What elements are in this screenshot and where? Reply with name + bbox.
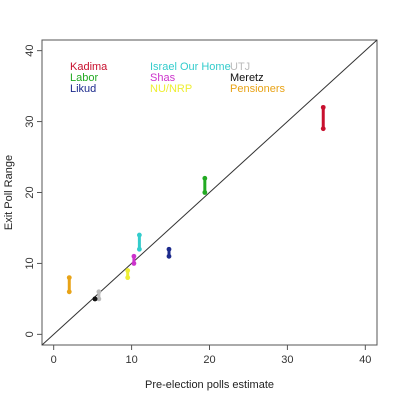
point-max-kadima (320, 104, 326, 110)
y-tick-label: 10 (24, 257, 36, 269)
data-marks (66, 104, 326, 302)
series-shas (131, 253, 137, 266)
point-max-meretz (92, 296, 98, 302)
point-min-labor (202, 190, 208, 195)
series-pensioners (66, 275, 72, 295)
legend-item-likud: Likud (70, 83, 96, 95)
point-min-utj (96, 296, 102, 302)
series-nu-nrp (125, 268, 131, 281)
point-min-pensioners (66, 289, 72, 295)
point-max-shas (131, 253, 137, 259)
legend-item-utj: UTJ (230, 61, 250, 73)
x-axis: 0 10 20 30 40 (51, 345, 371, 366)
point-max-israel-our-home (136, 232, 142, 238)
series-utj (96, 289, 102, 302)
legend-item-labor: Labor (70, 72, 98, 84)
series-likud (166, 246, 172, 259)
y-axis: 0 10 20 30 40 (24, 45, 42, 337)
point-max-utj (96, 289, 102, 295)
legend-item-shas: Shas (150, 72, 176, 84)
point-min-shas (131, 261, 137, 266)
x-tick-label: 10 (125, 354, 137, 366)
legend-item-meretz: Meretz (230, 72, 264, 84)
y-tick-label: 0 (24, 331, 36, 337)
x-tick-label: 0 (51, 354, 57, 366)
series-israel-our-home (136, 232, 142, 252)
series-meretz (92, 296, 98, 302)
legend-item-israel-our-home: Israel Our Home (150, 61, 231, 73)
y-tick-label: 40 (24, 45, 36, 57)
point-min-kadima (320, 126, 326, 132)
y-axis-label: Exit Poll Range (3, 155, 15, 230)
point-max-nu-nrp (125, 268, 131, 273)
point-min-likud (166, 253, 172, 259)
x-axis-label: Pre-election polls estimate (145, 379, 274, 391)
point-min-israel-our-home (136, 246, 142, 252)
series-labor (202, 175, 208, 195)
legend-item-nu-nrp: NU/NRP (150, 83, 192, 95)
x-tick-label: 40 (359, 354, 371, 366)
y-tick-label: 30 (24, 115, 36, 127)
point-max-pensioners (66, 275, 72, 281)
y-tick-label: 20 (24, 186, 36, 198)
x-tick-label: 20 (203, 354, 215, 366)
x-tick-label: 30 (281, 354, 293, 366)
point-max-labor (202, 175, 208, 181)
point-max-likud (166, 246, 172, 252)
point-min-nu-nrp (125, 275, 131, 281)
series-kadima (320, 104, 326, 132)
legend-item-kadima: Kadima (70, 61, 108, 73)
legend-item-pensioners: Pensioners (230, 83, 286, 95)
